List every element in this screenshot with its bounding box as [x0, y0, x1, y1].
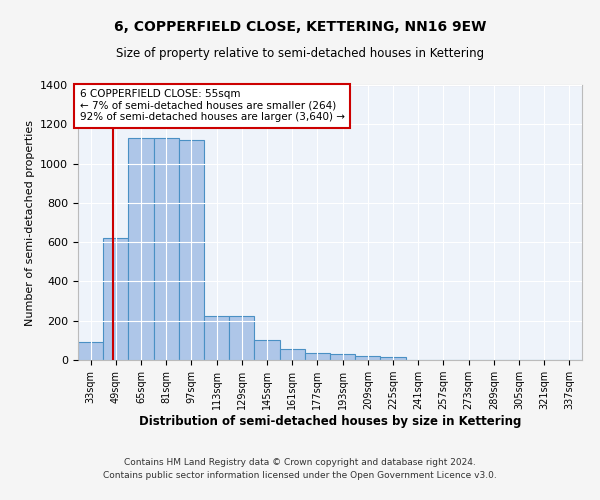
Bar: [128, 138, 154, 360]
Bar: [179, 140, 204, 360]
Text: Size of property relative to semi-detached houses in Kettering: Size of property relative to semi-detach…: [116, 48, 484, 60]
Bar: [204, 316, 229, 360]
Bar: [280, 349, 305, 360]
Y-axis label: Number of semi-detached properties: Number of semi-detached properties: [25, 120, 35, 326]
Bar: [330, 354, 355, 360]
Bar: [254, 340, 280, 360]
Bar: [78, 342, 103, 360]
Text: Contains HM Land Registry data © Crown copyright and database right 2024.
Contai: Contains HM Land Registry data © Crown c…: [103, 458, 497, 480]
Bar: [380, 357, 406, 360]
Bar: [355, 356, 380, 360]
Bar: [305, 353, 330, 360]
X-axis label: Distribution of semi-detached houses by size in Kettering: Distribution of semi-detached houses by …: [139, 415, 521, 428]
Bar: [154, 138, 179, 360]
Bar: [103, 238, 128, 360]
Text: 6, COPPERFIELD CLOSE, KETTERING, NN16 9EW: 6, COPPERFIELD CLOSE, KETTERING, NN16 9E…: [114, 20, 486, 34]
Text: 6 COPPERFIELD CLOSE: 55sqm
← 7% of semi-detached houses are smaller (264)
92% of: 6 COPPERFIELD CLOSE: 55sqm ← 7% of semi-…: [80, 89, 344, 122]
Bar: [229, 316, 254, 360]
